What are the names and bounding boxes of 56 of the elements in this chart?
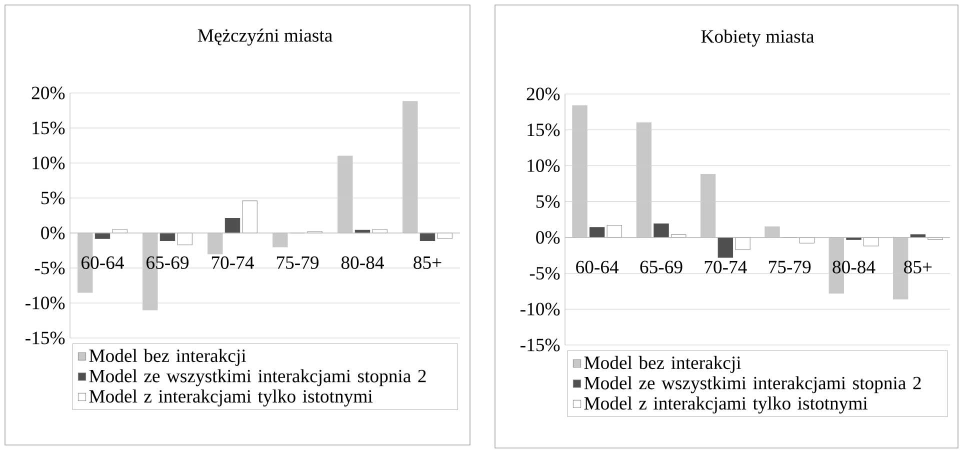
bar [863, 237, 879, 246]
x-tick-label: 85+ [414, 256, 442, 269]
y-tick-label: -10% [26, 296, 65, 310]
legend-label: Model bez interakcji [89, 348, 246, 366]
bar [160, 232, 176, 241]
bar [242, 200, 258, 234]
bar [177, 232, 192, 246]
legend-label: Model ze wszystkimi interakcjami stopnia 2 [89, 369, 426, 386]
y-tick-label: 20% [32, 86, 65, 100]
x-tick-label: 60-64 [82, 256, 124, 269]
bar [224, 218, 240, 234]
x-tick-label: 75-79 [276, 256, 319, 269]
y-tick-label: 20% [526, 88, 560, 100]
y-tick-label: 0% [536, 231, 560, 244]
x-tick-label: 70-74 [212, 256, 254, 269]
bar [636, 122, 652, 238]
legend-label: Model z interakcjami tylko istotnymi [584, 396, 868, 414]
y-tick-label: 0% [41, 226, 65, 240]
bar [606, 224, 622, 238]
y-tick-label: 10% [528, 159, 560, 172]
x-tick-label: 80-84 [341, 256, 384, 269]
bar [700, 174, 716, 238]
y-tick-label: -5% [34, 262, 65, 274]
bar [654, 224, 669, 238]
x-tick-label: 80-84 [832, 260, 876, 274]
bar [420, 232, 436, 241]
x-tick-label: 70-74 [704, 260, 747, 274]
chart-title: Kobiety miasta [701, 30, 814, 47]
x-tick-label: 65-69 [146, 256, 189, 269]
legend-label: Model ze wszystkimi interakcjami stopnia 2 [584, 376, 921, 394]
bar [572, 105, 588, 238]
y-tick-label: -10% [520, 302, 560, 316]
x-tick-label: 85+ [904, 260, 932, 274]
bar [589, 227, 605, 238]
bar [437, 232, 452, 239]
legend-label: Model z interakcjami tylko istotnymi [89, 389, 373, 406]
y-tick-label: 15% [528, 124, 560, 136]
bar [402, 101, 418, 234]
bar [718, 237, 734, 258]
bar [735, 237, 750, 250]
bar [338, 156, 353, 234]
x-tick-label: 75-79 [769, 260, 811, 274]
bar [208, 232, 223, 254]
y-tick-label: -15% [26, 332, 65, 344]
y-tick-label: 5% [536, 195, 560, 208]
y-tick-label: 15% [32, 122, 65, 134]
y-tick-label: 10% [32, 156, 65, 170]
bar [764, 226, 780, 238]
legend-label: Model bez interakcji [584, 356, 741, 373]
bar [272, 232, 288, 248]
y-tick-label: 5% [41, 192, 65, 204]
chart-title: Mężczyźni miasta [198, 28, 332, 46]
y-tick-label: -5% [530, 266, 560, 280]
x-tick-label: 60-64 [576, 260, 619, 274]
y-tick-label: -15% [520, 338, 560, 352]
x-tick-label: 65-69 [640, 260, 682, 274]
